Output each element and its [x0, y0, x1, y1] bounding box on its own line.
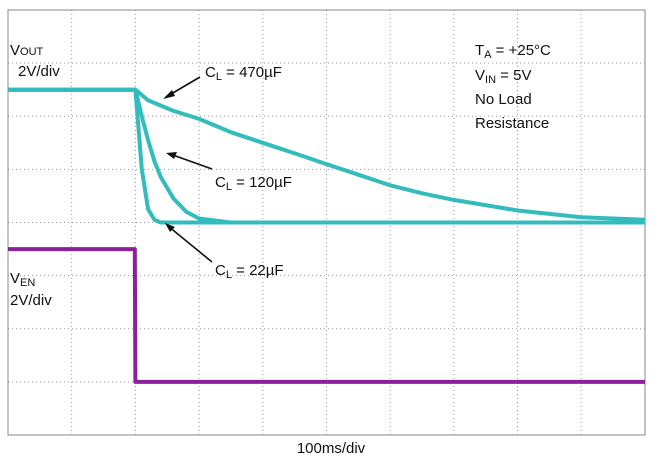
arrowhead: [166, 152, 177, 159]
trace: [8, 87, 645, 225]
arrowhead: [165, 223, 175, 232]
annotation: CL = 120µF: [215, 174, 292, 193]
arrow: [167, 225, 213, 263]
annotation: No Load: [475, 91, 532, 108]
arrowhead: [163, 90, 175, 99]
arrow: [169, 153, 213, 170]
annotation: VOUT: [10, 42, 44, 59]
annotation: Resistance: [475, 115, 549, 132]
annotation: CL = 22µF: [215, 262, 284, 281]
annotation: 2V/div: [18, 63, 60, 80]
annotation: TA = +25°C: [475, 42, 551, 61]
arrows: [163, 76, 213, 263]
annotation: VEN: [10, 270, 35, 289]
annotation: CL = 470µF: [205, 64, 282, 83]
x-axis-label: 100ms/div: [297, 440, 366, 457]
annotation: 2V/div: [10, 292, 52, 309]
trace: [8, 247, 645, 384]
annotation: VIN = 5V: [475, 67, 531, 86]
traces: [8, 87, 646, 384]
